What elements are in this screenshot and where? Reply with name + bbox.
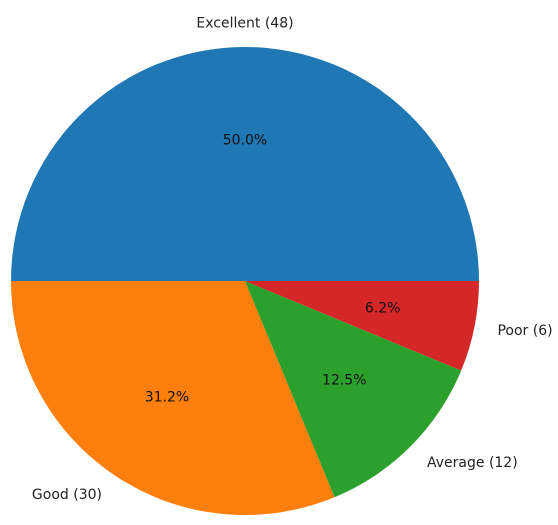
pie-slices [11, 47, 479, 516]
pie-percent-label-good: 31.2% [145, 390, 189, 406]
pie-percent-label-average: 12.5% [322, 372, 366, 388]
pie-category-label-good: Good (30) [32, 487, 102, 503]
pie-percent-label-poor: 6.2% [365, 300, 401, 316]
pie-labels: 50.0% Excellent (48) 31.2% Good (30) 12.5% Av… [32, 16, 553, 503]
pie-slice-poor [245, 281, 479, 371]
pie-percent-label-excellent: 50.0% [223, 133, 267, 149]
pie-category-label-average: Average (12) [427, 455, 518, 471]
pie-category-label-excellent: Excellent (48) [196, 16, 293, 32]
pie-slice-good [11, 281, 335, 516]
pie-slice-excellent [11, 47, 479, 281]
pie-slice-average [245, 281, 462, 498]
pie-category-label-poor: Poor (6) [497, 323, 552, 339]
